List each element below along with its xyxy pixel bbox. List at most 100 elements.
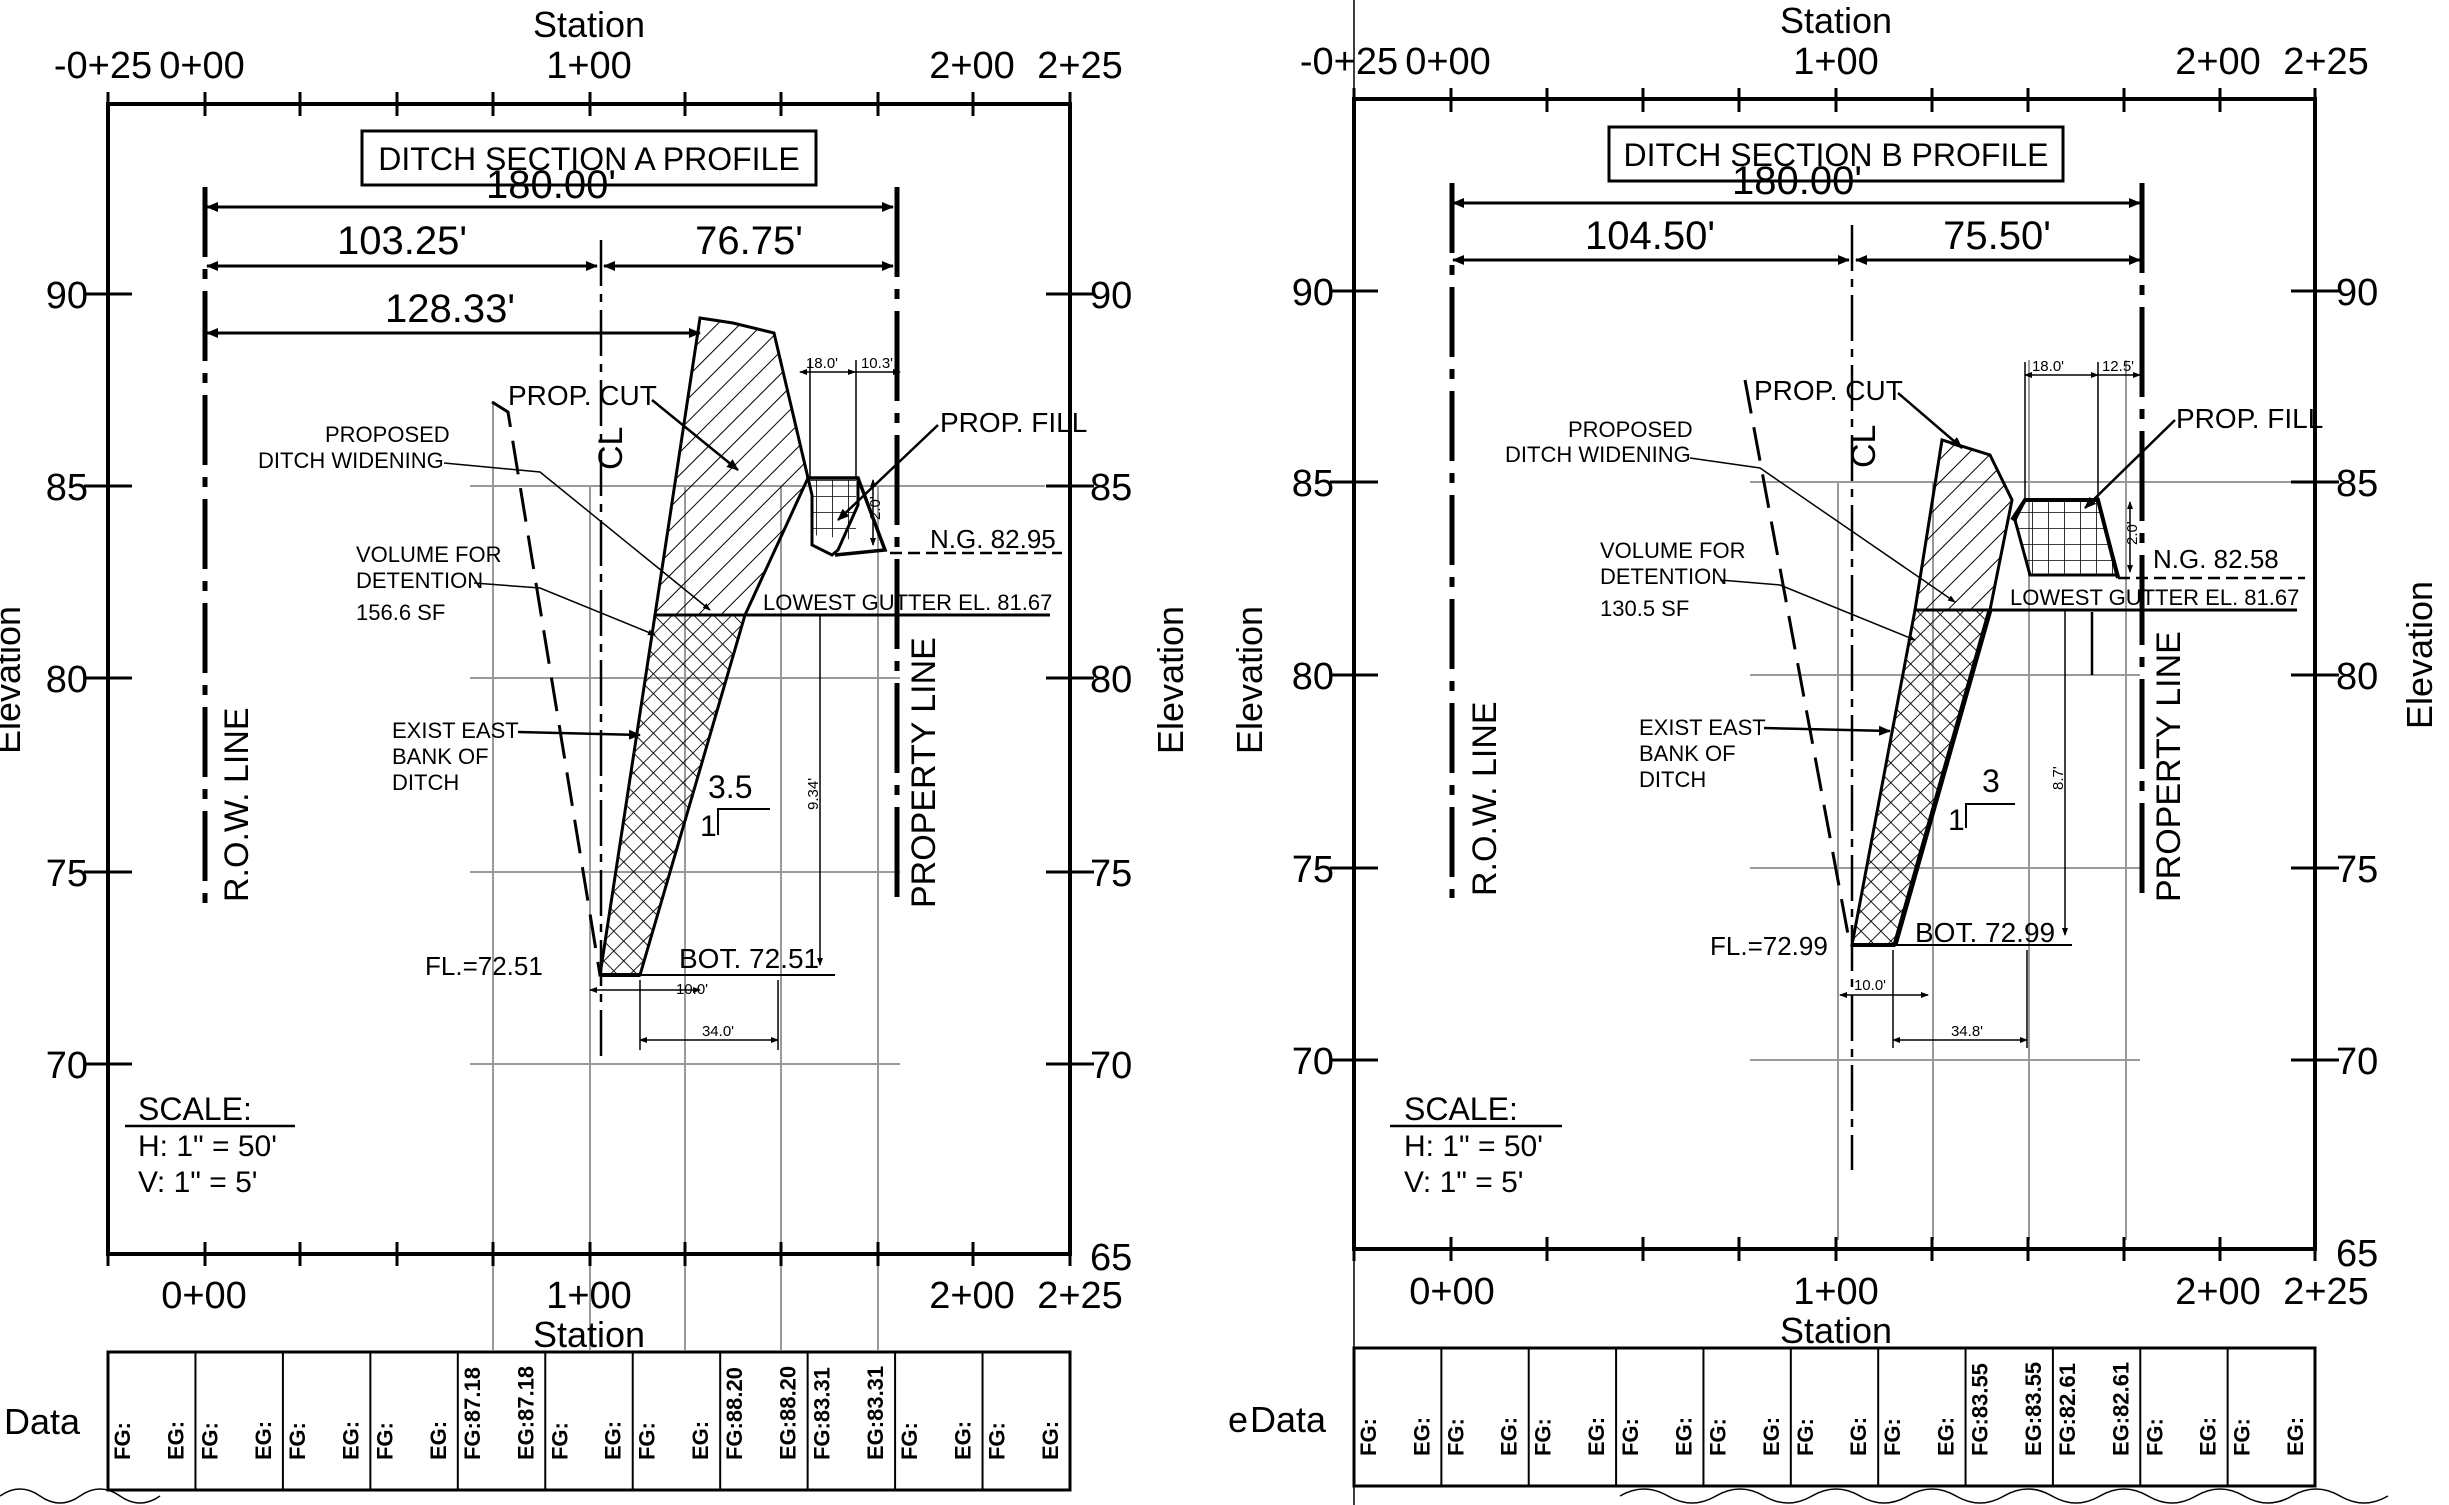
small-dims (589, 360, 901, 1050)
detention-label: DETENTION (356, 568, 483, 593)
tick-label: -0+25 (1300, 41, 1398, 83)
elevation-title-right: Elevation (1150, 606, 1191, 754)
band-value: EG: (1497, 1417, 1522, 1456)
dim-right-label: 76.75' (695, 219, 803, 263)
band-value: EG:83.31 (863, 1366, 888, 1460)
panel-b: Station -0+25 0+00 1+00 2+00 2+25 0+00 1… (1215, 0, 2440, 1505)
band-cells: EG: FG: EG: FG: EG: FG: EG: FG: EG:87.18 FG:87.18… (110, 1352, 1063, 1490)
prop-cut-label: PROP. CUT (508, 380, 657, 411)
band-value: FG: (1531, 1418, 1556, 1456)
band-cells: EG: FG: EG: FG: EG: FG: EG: FG: EG: FG: EG: FG: EG: F… (1356, 1348, 2308, 1486)
bank-of-label: BANK OF (392, 744, 489, 769)
section-title: DITCH SECTION A PROFILE (378, 141, 799, 177)
tick-label: 2+00 (2175, 41, 2261, 83)
dim-small: 18.0' (806, 355, 838, 372)
ng-label: N.G. 82.95 (930, 524, 1056, 554)
dim-left-label: 104.50' (1585, 214, 1715, 258)
band-value: FG: (2142, 1418, 2167, 1456)
slope-run: 1 (1948, 804, 1965, 837)
station-title-bottom: Station (1780, 1310, 1892, 1351)
row-line-label: R.O.W. LINE (218, 707, 256, 902)
band-value: EG: (1584, 1417, 1609, 1456)
grid-lines (1750, 360, 2320, 1240)
data-band (1352, 1346, 2317, 1488)
band-value: EG: (688, 1421, 713, 1460)
elev-tick-label: 70 (1090, 1045, 1132, 1087)
band-value: FG:83.31 (810, 1367, 835, 1460)
band-value: EG:88.20 (776, 1366, 801, 1460)
bot-label: BOT. 72.99 (1915, 917, 2055, 948)
band-value: EG:87.18 (513, 1366, 538, 1460)
panel-a: Station -0+25 0+00 1+00 2+00 2+25 0+00 1… (0, 4, 1191, 1492)
dim-small: 2.0' (2124, 521, 2141, 545)
break-line (1619, 1488, 2389, 1504)
bank-of-label: BANK OF (1639, 741, 1736, 766)
elev-tick-label: 65 (1090, 1237, 1132, 1279)
band-value: EG: (1759, 1417, 1784, 1456)
elev-tick-label: 90 (46, 275, 88, 317)
band-value: FG: (1705, 1418, 1730, 1456)
tick-label: 1+00 (546, 45, 632, 87)
detention-region (1850, 608, 1992, 947)
band-value: FG: (635, 1422, 660, 1460)
band-value: FG: (372, 1422, 397, 1460)
dim-small: 18.0' (2032, 358, 2064, 375)
fl-label: FL.=72.99 (1710, 931, 1828, 961)
band-value: EG: (338, 1421, 363, 1460)
ditch-label: DITCH (392, 770, 459, 795)
dim-small: 10.0' (1854, 977, 1886, 994)
band-value: EG: (1671, 1417, 1696, 1456)
property-line-label: PROPERTY LINE (905, 637, 943, 908)
elev-tick-label: 75 (1090, 853, 1132, 895)
elev-tick-label: 65 (2336, 1233, 2378, 1275)
band-value: EG: (2196, 1417, 2221, 1456)
band-value: FG:82.61 (2055, 1363, 2080, 1456)
band-value: FG: (1356, 1418, 1381, 1456)
band-value: FG:83.55 (1968, 1363, 1993, 1456)
data-label: Data (1250, 1399, 1327, 1440)
band-value: FG: (897, 1422, 922, 1460)
centerline-label: CL (592, 427, 630, 470)
dim-right-label: 75.50' (1943, 214, 2051, 258)
tick-label: 0+00 (1405, 41, 1491, 83)
tick-label: 2+25 (2283, 1271, 2369, 1313)
tick-label: 1+00 (1793, 1271, 1879, 1313)
slope-rise: 3 (1982, 763, 2000, 799)
elev-tick-label: 85 (1090, 467, 1132, 509)
ditch-widening-label: DITCH WIDENING (258, 448, 444, 473)
band-value: FG:88.20 (722, 1367, 747, 1460)
tick-label: -0+25 (54, 45, 152, 87)
elev-tick-label: 90 (2336, 272, 2378, 314)
band-value: EG: (163, 1421, 188, 1460)
existing-ditch-bank (1743, 379, 1852, 946)
elev-tick-label: 75 (2336, 849, 2378, 891)
row-line-label: R.O.W. LINE (1466, 701, 1504, 896)
band-value: FG: (110, 1422, 135, 1460)
elev-tick-label: 90 (1292, 272, 1334, 314)
elev-tick-label: 80 (2336, 656, 2378, 698)
elev-tick-label: 85 (46, 467, 88, 509)
scale-title: SCALE: (138, 1091, 252, 1127)
station-title-top: Station (1780, 0, 1892, 41)
elevation-title-left: Elevation (1229, 606, 1270, 754)
tick-label: 0+00 (159, 45, 245, 87)
slope-rise: 3.5 (708, 769, 752, 805)
band-value: EG: (1934, 1417, 1959, 1456)
elev-tick-label: 70 (2336, 1041, 2378, 1083)
elev-tick-label: 75 (46, 853, 88, 895)
band-value: EG: (426, 1421, 451, 1460)
band-value: EG: (251, 1421, 276, 1460)
ng-label: N.G. 82.58 (2153, 544, 2279, 574)
band-value: FG: (1443, 1418, 1468, 1456)
volume-value: 156.6 SF (356, 600, 445, 625)
section-title-box (360, 129, 818, 187)
band-value: FG:87.18 (460, 1367, 485, 1460)
band-value: FG: (985, 1422, 1010, 1460)
dim-small: 9.34' (805, 778, 822, 810)
centerline-label: CL (1845, 425, 1883, 468)
prop-fill-label: PROP. FILL (940, 407, 1087, 438)
scale-v: V: 1" = 5' (1404, 1166, 1524, 1199)
elev-tick-label: 70 (46, 1045, 88, 1087)
proposed-label: PROPOSED (325, 422, 450, 447)
